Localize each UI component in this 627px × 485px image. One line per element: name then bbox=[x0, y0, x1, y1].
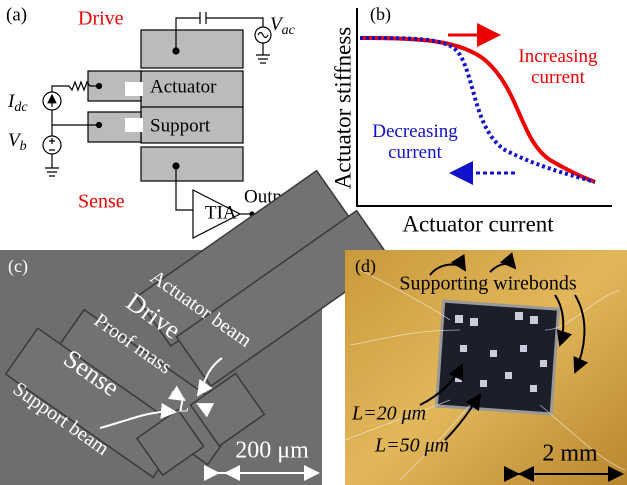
wirebonds-label: Supporting wirebonds bbox=[399, 273, 576, 295]
sense-label: Sense bbox=[78, 191, 125, 213]
decoration bbox=[258, 33, 268, 38]
idc-label: Idc bbox=[7, 91, 28, 115]
decoration bbox=[141, 30, 243, 68]
panel-label: (d) bbox=[355, 256, 376, 277]
actuator-label: Actuator bbox=[150, 76, 217, 97]
figure: (a) Drive Sense Actuator Support bbox=[0, 0, 627, 485]
decoration bbox=[515, 312, 523, 320]
decoration bbox=[505, 372, 512, 379]
panel-a: (a) Drive Sense Actuator Support bbox=[6, 4, 298, 238]
panel-label: (a) bbox=[6, 4, 27, 25]
vac-label: Vac bbox=[270, 14, 296, 38]
decoration bbox=[530, 316, 538, 324]
l50-label: L=50 μm bbox=[374, 435, 449, 457]
drive-label: Drive bbox=[78, 8, 124, 30]
panel-d: (d) Supporting wirebonds L=20 μm L=50 μm… bbox=[345, 250, 627, 485]
panel-label: (c) bbox=[8, 256, 28, 277]
vb-label: Vb bbox=[8, 130, 27, 154]
device bbox=[88, 30, 243, 181]
support-label: Support bbox=[150, 115, 211, 136]
decoration bbox=[520, 345, 527, 352]
decoration bbox=[97, 123, 102, 128]
decoration bbox=[49, 138, 55, 150]
decoration bbox=[460, 345, 467, 352]
chip bbox=[436, 301, 558, 414]
decoration bbox=[540, 360, 547, 367]
decoration bbox=[490, 350, 497, 357]
panel-b: (b) Actuator stiffness Actuator current … bbox=[330, 4, 612, 236]
decoration bbox=[480, 380, 487, 387]
l20-label: L=20 μm bbox=[351, 403, 426, 425]
decoration bbox=[97, 84, 102, 89]
decoration bbox=[125, 82, 143, 96]
decoration bbox=[530, 385, 537, 392]
decoration bbox=[141, 147, 243, 181]
decoration bbox=[470, 318, 478, 326]
x-axis-label: Actuator current bbox=[402, 211, 554, 236]
scale-label: 200 μm bbox=[235, 438, 309, 464]
decoration bbox=[45, 154, 59, 176]
decoration bbox=[455, 315, 463, 323]
decoration bbox=[256, 43, 270, 63]
decoration bbox=[125, 118, 143, 132]
scale-label: 2 mm bbox=[542, 441, 598, 467]
tia-label: TIA bbox=[205, 202, 237, 223]
y-axis-label: Actuator stiffness bbox=[330, 27, 355, 190]
panel-label: (b) bbox=[370, 4, 391, 25]
gap-label: L bbox=[177, 395, 189, 417]
